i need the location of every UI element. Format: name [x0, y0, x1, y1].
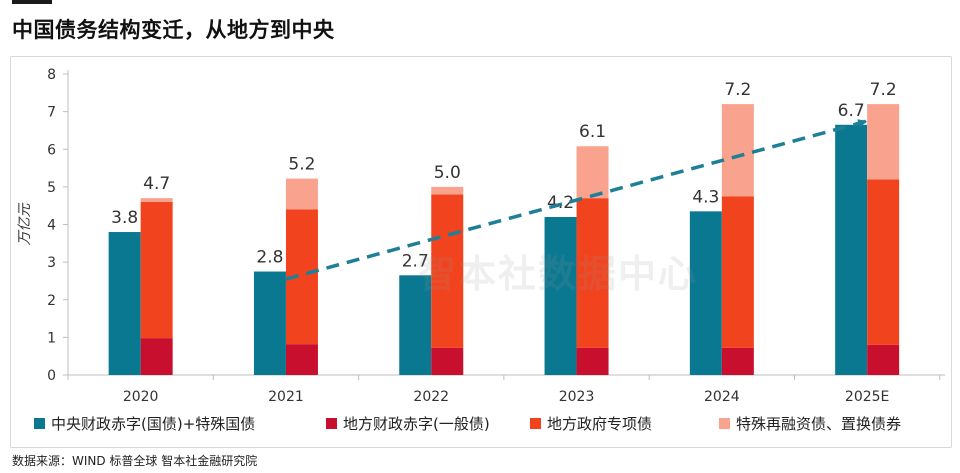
bar-local-segment-3 [140, 198, 173, 202]
data-label-local-total: 4.7 [143, 174, 170, 194]
bar-local-segment-1 [285, 344, 318, 375]
bar-local-segment-1 [140, 338, 173, 375]
title-accent-bar [12, 0, 52, 4]
legend-swatch-3 [530, 418, 541, 429]
bar-central [108, 232, 141, 375]
trend-arrowhead [857, 119, 868, 128]
bar-local-segment-3 [576, 146, 609, 199]
bar-central [399, 275, 432, 375]
bar-local-segment-1 [431, 347, 464, 375]
y-tick-label: 1 [47, 330, 56, 346]
data-label-local-total: 5.2 [288, 155, 315, 175]
bar-local-segment-3 [431, 186, 464, 195]
legend-swatch-4 [719, 418, 730, 429]
bar-local-segment-3 [285, 178, 318, 210]
bar-central [689, 211, 722, 375]
y-tick-label: 6 [47, 142, 56, 158]
legend-swatch-2 [326, 418, 337, 429]
bar-local-segment-3 [867, 104, 900, 180]
x-tick-label: 2022 [413, 389, 449, 405]
y-tick-label: 0 [47, 368, 56, 384]
legend-label-2: 地方财政赤字(一般债) [343, 415, 490, 433]
bar-local-segment-2 [431, 194, 464, 348]
data-label-local-total: 5.0 [434, 163, 461, 183]
bar-local-segment-2 [721, 196, 754, 348]
legend-label-3: 地方政府专项债 [547, 415, 652, 433]
x-tick-label: 2020 [123, 389, 159, 405]
bar-local-segment-3 [721, 104, 754, 197]
y-tick-label: 8 [47, 67, 56, 83]
legend-label-1: 中央财政赤字(国债)+特殊国债 [51, 415, 255, 433]
data-source-note: 数据来源：WIND 标普全球 智本社金融研究院 [12, 454, 258, 468]
chart-frame [10, 56, 952, 448]
legend-swatch-1 [34, 418, 45, 429]
bar-central [544, 216, 577, 375]
data-label-central: 2.7 [402, 251, 429, 271]
bar-local-segment-2 [867, 179, 900, 345]
bar-local-segment-2 [140, 201, 173, 339]
y-tick-label: 2 [47, 293, 56, 309]
bar-chart: 0 1 2 3 4 5 6 7 8 万亿元 2020 2021 2022 2023 2024 2025E 3.8… [17, 67, 945, 433]
data-label-central: 3.8 [111, 208, 138, 228]
y-tick-label: 4 [47, 218, 56, 234]
data-label-local-total: 7.2 [724, 80, 751, 100]
chart-title: 中国债务结构变迁，从地方到中央 [12, 18, 335, 42]
data-label-local-total: 6.1 [579, 122, 606, 142]
bar-local-segment-2 [576, 198, 609, 348]
bar-central [835, 124, 868, 375]
bar-local-segment-1 [721, 347, 754, 375]
y-tick-label: 7 [47, 105, 56, 121]
legend-label-4: 特殊再融资债、置换债券 [736, 415, 901, 433]
y-axis-title: 万亿元 [17, 203, 33, 246]
bar-central [253, 271, 286, 375]
x-tick-label: 2024 [704, 389, 740, 405]
y-tick-label: 3 [47, 255, 56, 271]
x-tick-label: 2023 [559, 389, 595, 405]
data-label-central: 2.8 [256, 248, 283, 268]
bar-local-segment-1 [576, 347, 609, 375]
data-label-central: 4.3 [692, 187, 719, 207]
data-label-central: 6.7 [838, 101, 865, 121]
data-label-local-total: 7.2 [870, 80, 897, 100]
bar-local-segment-1 [867, 344, 900, 375]
x-tick-label: 2025E [845, 389, 889, 405]
x-tick-label: 2021 [268, 389, 304, 405]
trend-line-dashed [285, 119, 868, 281]
y-tick-label: 5 [47, 180, 56, 196]
